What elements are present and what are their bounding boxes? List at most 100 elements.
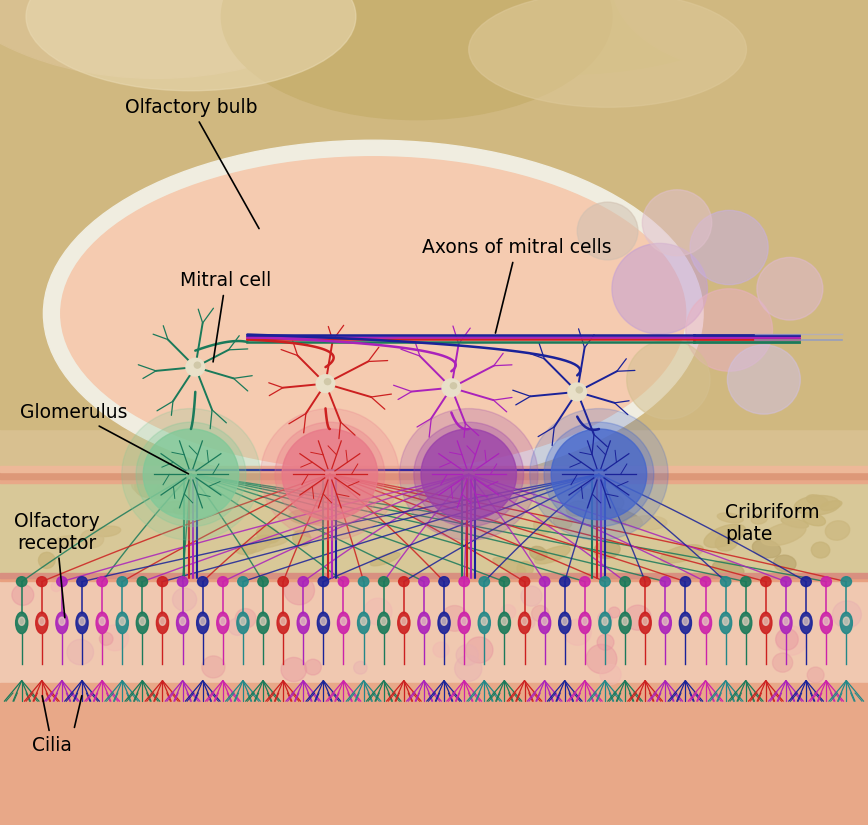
Ellipse shape (639, 612, 651, 634)
Ellipse shape (61, 157, 686, 470)
Text: Glomerulus: Glomerulus (20, 403, 188, 474)
Circle shape (832, 601, 861, 629)
Circle shape (841, 577, 852, 587)
Polygon shape (0, 573, 868, 578)
Ellipse shape (800, 612, 812, 634)
Ellipse shape (783, 617, 789, 625)
Circle shape (186, 358, 205, 375)
Circle shape (499, 577, 510, 587)
Ellipse shape (469, 0, 746, 107)
Circle shape (319, 577, 329, 587)
Ellipse shape (156, 612, 168, 634)
Ellipse shape (140, 617, 146, 625)
Ellipse shape (612, 0, 868, 74)
Circle shape (275, 422, 385, 526)
Ellipse shape (562, 617, 568, 625)
Ellipse shape (517, 561, 533, 576)
Ellipse shape (538, 612, 550, 634)
Polygon shape (0, 478, 868, 483)
Ellipse shape (529, 546, 547, 560)
Text: Mitral cell: Mitral cell (180, 271, 272, 362)
Ellipse shape (661, 544, 703, 563)
Ellipse shape (299, 483, 346, 495)
Circle shape (627, 340, 710, 419)
Ellipse shape (493, 558, 526, 573)
Circle shape (56, 577, 67, 587)
Ellipse shape (820, 612, 832, 634)
Circle shape (821, 577, 832, 587)
Ellipse shape (806, 495, 828, 507)
Ellipse shape (642, 617, 648, 625)
Ellipse shape (843, 617, 849, 625)
Polygon shape (0, 578, 868, 581)
Circle shape (521, 586, 542, 606)
Ellipse shape (820, 501, 842, 511)
Ellipse shape (682, 617, 688, 625)
Ellipse shape (235, 544, 256, 554)
Ellipse shape (378, 612, 390, 634)
Circle shape (456, 644, 478, 666)
Ellipse shape (220, 617, 226, 625)
Polygon shape (0, 478, 868, 578)
Ellipse shape (438, 612, 450, 634)
Ellipse shape (409, 488, 437, 501)
Circle shape (576, 387, 582, 393)
Ellipse shape (59, 617, 65, 625)
Text: Olfactory bulb: Olfactory bulb (125, 97, 259, 229)
Ellipse shape (289, 510, 326, 525)
Circle shape (465, 637, 493, 663)
Circle shape (600, 664, 621, 685)
Ellipse shape (840, 612, 852, 634)
Circle shape (157, 577, 168, 587)
Circle shape (560, 577, 570, 587)
Ellipse shape (243, 535, 273, 553)
Circle shape (450, 383, 457, 389)
Ellipse shape (599, 612, 611, 634)
Text: Olfactory
receptor: Olfactory receptor (14, 512, 99, 618)
Ellipse shape (19, 617, 25, 625)
Ellipse shape (753, 540, 780, 558)
Ellipse shape (293, 530, 311, 546)
Ellipse shape (358, 612, 370, 634)
Circle shape (441, 606, 468, 631)
Ellipse shape (49, 535, 76, 549)
Ellipse shape (135, 477, 159, 497)
Ellipse shape (761, 522, 806, 545)
Circle shape (660, 577, 670, 587)
Circle shape (16, 577, 27, 587)
Circle shape (418, 577, 429, 587)
Circle shape (563, 619, 591, 645)
Circle shape (700, 577, 711, 587)
Circle shape (421, 429, 516, 520)
Circle shape (720, 577, 731, 587)
Polygon shape (0, 0, 868, 429)
Circle shape (325, 379, 331, 384)
Circle shape (690, 210, 768, 285)
Polygon shape (0, 683, 868, 825)
Ellipse shape (160, 617, 166, 625)
Circle shape (551, 429, 647, 520)
Text: Axons of mitral cells: Axons of mitral cells (422, 238, 611, 333)
Circle shape (12, 585, 34, 606)
Circle shape (531, 606, 549, 622)
Circle shape (136, 422, 246, 526)
Ellipse shape (740, 612, 752, 634)
Ellipse shape (200, 617, 206, 625)
Ellipse shape (559, 612, 571, 634)
Ellipse shape (277, 612, 289, 634)
Circle shape (238, 577, 248, 587)
Circle shape (122, 408, 260, 540)
Ellipse shape (713, 561, 744, 576)
Ellipse shape (594, 541, 620, 559)
Ellipse shape (99, 617, 105, 625)
Ellipse shape (371, 553, 400, 566)
Ellipse shape (700, 612, 712, 634)
Circle shape (260, 408, 399, 540)
Ellipse shape (794, 496, 840, 515)
Polygon shape (0, 472, 868, 478)
Ellipse shape (478, 612, 490, 634)
Ellipse shape (627, 516, 667, 530)
Circle shape (317, 375, 334, 393)
Circle shape (97, 577, 108, 587)
Circle shape (586, 644, 617, 673)
